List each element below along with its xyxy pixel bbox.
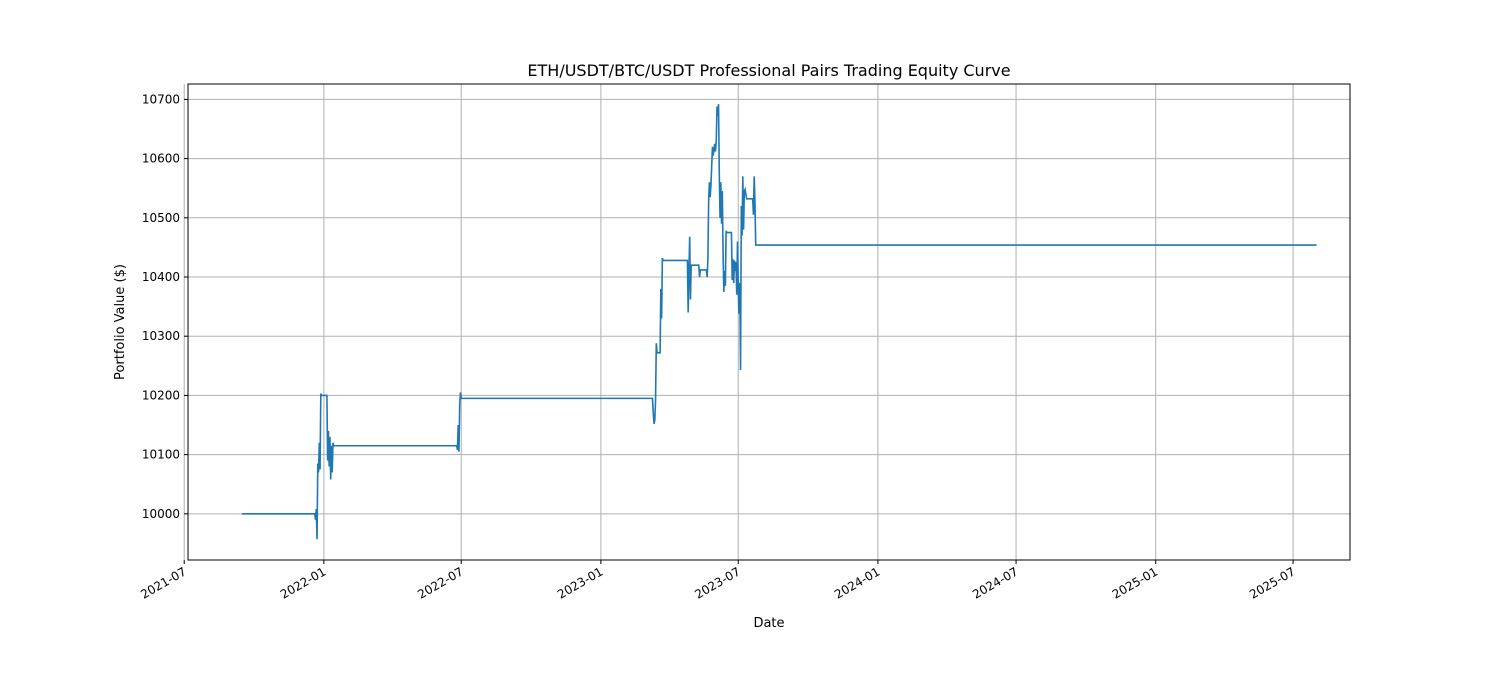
equity-series-line <box>241 104 1317 540</box>
plot-frame <box>187 83 1351 561</box>
y-tick-label: 10200 <box>142 388 180 402</box>
y-tick-label: 10400 <box>142 270 180 284</box>
chart-title: ETH/USDT/BTC/USDT Professional Pairs Tra… <box>527 61 1010 80</box>
y-tick-label: 10700 <box>142 92 180 106</box>
y-tick-label: 10100 <box>142 448 180 462</box>
series-layer <box>241 104 1317 540</box>
y-tick-label: 10500 <box>142 211 180 225</box>
y-tick-label: 10000 <box>142 507 180 521</box>
y-tick-label: 10600 <box>142 152 180 166</box>
grid <box>183 84 1350 560</box>
y-axis-label: Portfolio Value ($) <box>113 264 128 380</box>
y-tick-label: 10300 <box>142 329 180 343</box>
x-axis-label: Date <box>753 616 784 631</box>
